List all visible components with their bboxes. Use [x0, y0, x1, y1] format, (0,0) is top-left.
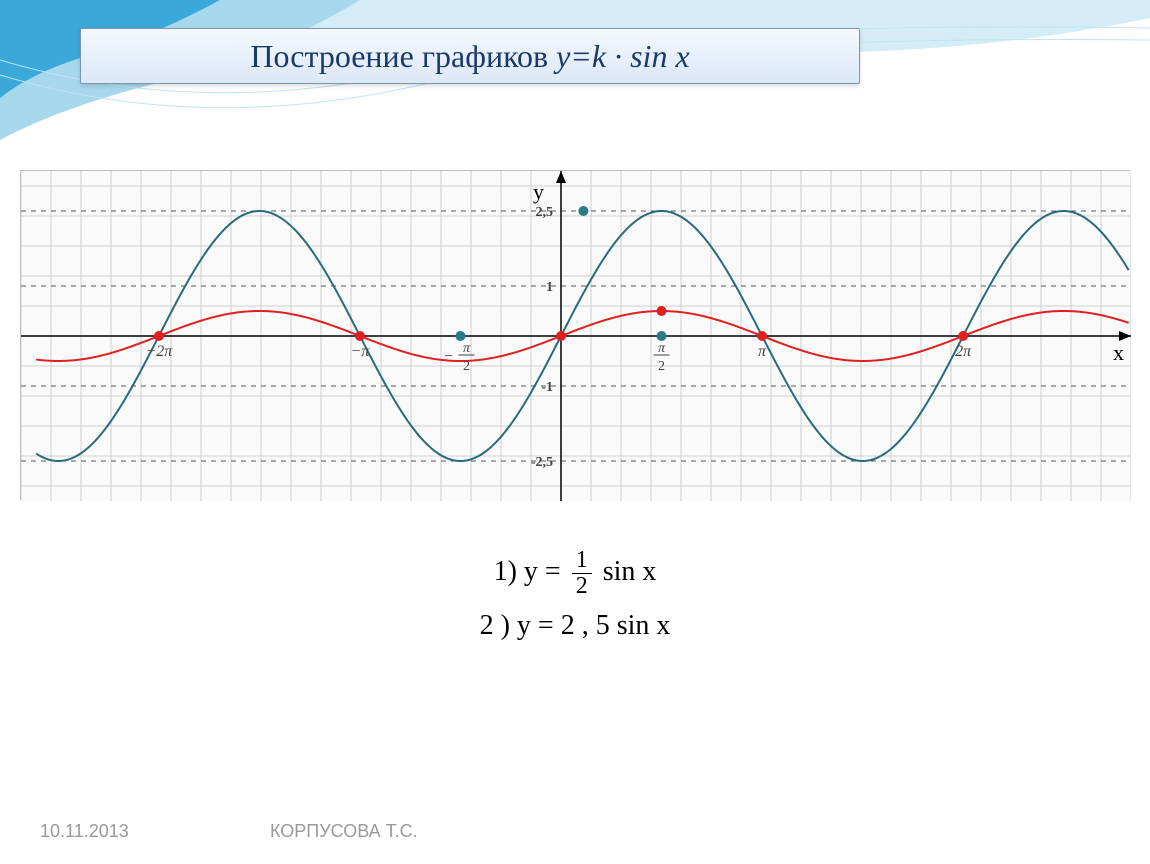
sine-chart: −2π−ππ2−π2π2π2,51-1-2,5xy — [21, 171, 1131, 501]
svg-text:2π: 2π — [955, 343, 972, 360]
equations-block: 1) y = 12 sin x 2 ) y = 2 , 5 sin x — [0, 545, 1150, 652]
svg-text:2: 2 — [463, 359, 470, 374]
equation-1: 1) y = 12 sin x — [0, 545, 1150, 599]
svg-text:-2,5: -2,5 — [531, 455, 553, 470]
svg-text:-1: -1 — [541, 380, 553, 395]
svg-text:x: x — [1113, 340, 1124, 365]
title-formula: y=k · sin x — [556, 38, 690, 74]
equation-2: 2 ) y = 2 , 5 sin x — [0, 599, 1150, 652]
title-plain: Построение графиков — [250, 38, 556, 74]
svg-text:2: 2 — [658, 359, 665, 374]
title-bar: Построение графиков y=k · sin x — [80, 28, 860, 84]
fraction-half: 12 — [572, 548, 592, 599]
svg-text:π: π — [658, 341, 666, 356]
svg-text:−: − — [444, 348, 453, 365]
svg-text:1: 1 — [546, 280, 553, 295]
svg-text:−2π: −2π — [145, 343, 173, 360]
footer-date: 10.11.2013 — [40, 821, 129, 842]
svg-text:y: y — [533, 179, 544, 204]
background-wave — [0, 0, 1150, 180]
footer-author: КОРПУСОВА Т.С. — [270, 821, 418, 842]
page-title: Построение графиков y=k · sin x — [250, 38, 689, 75]
svg-text:2,5: 2,5 — [536, 205, 554, 220]
svg-text:−π: −π — [351, 343, 371, 360]
chart-container: −2π−ππ2−π2π2π2,51-1-2,5xy — [20, 170, 1130, 500]
svg-text:π: π — [463, 341, 471, 356]
svg-text:π: π — [758, 343, 767, 360]
